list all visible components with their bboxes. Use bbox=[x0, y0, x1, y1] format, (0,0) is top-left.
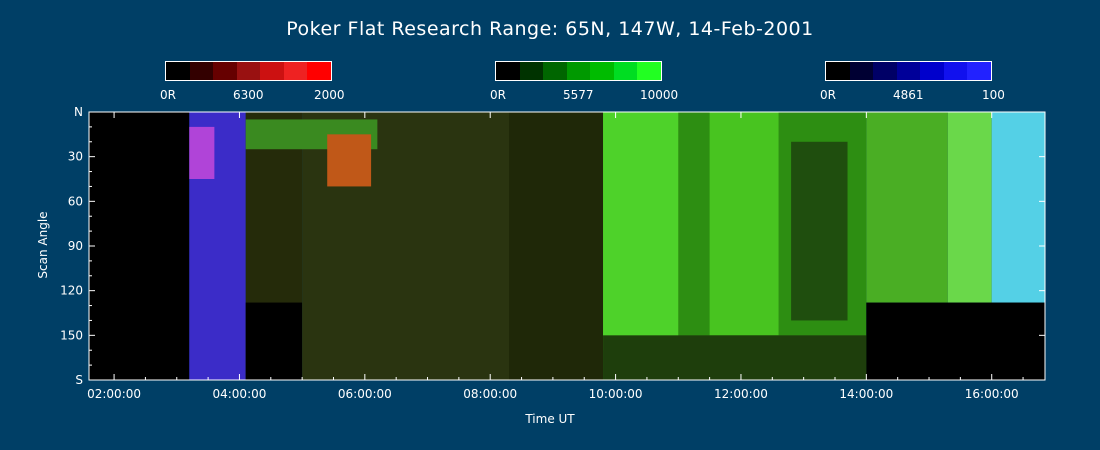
colorbar-4861-segment-0 bbox=[826, 62, 850, 80]
keogram-region-12 bbox=[791, 141, 848, 321]
y-tick-label-2: 60 bbox=[68, 194, 83, 208]
x-tick-label-1: 04:00:00 bbox=[212, 387, 266, 401]
keogram-region-4 bbox=[245, 302, 303, 380]
y-tick-label-4: 120 bbox=[60, 284, 83, 298]
keogram-region-0 bbox=[89, 112, 190, 380]
colorbar-4861-segment-5 bbox=[943, 62, 968, 80]
y-tick-label-1: 30 bbox=[68, 150, 83, 164]
colorbar-4861-segment-1 bbox=[849, 62, 874, 80]
x-tick-label-7: 16:00:00 bbox=[965, 387, 1019, 401]
colorbar-4861-segment-4 bbox=[920, 62, 944, 80]
x-tick-label-5: 12:00:00 bbox=[714, 387, 768, 401]
y-axis-label: Scan Angle bbox=[36, 211, 50, 279]
x-tick-label-6: 14:00:00 bbox=[839, 387, 893, 401]
x-tick-label-4: 10:00:00 bbox=[589, 387, 643, 401]
colorbar-5577-segment-3 bbox=[566, 62, 591, 80]
keogram-region-15 bbox=[947, 112, 992, 303]
colorbar-6300-segment-0 bbox=[166, 62, 190, 80]
keogram-region-2 bbox=[189, 126, 215, 179]
keogram-region-14 bbox=[866, 112, 948, 303]
x-tick-label-3: 08:00:00 bbox=[463, 387, 517, 401]
colorbar-4861-segment-2 bbox=[873, 62, 897, 80]
colorbar-5577-segment-0 bbox=[496, 62, 520, 80]
y-tick-label-0: N bbox=[74, 105, 83, 119]
colorbar-4861 bbox=[825, 61, 992, 81]
keogram-region-13 bbox=[603, 335, 867, 380]
colorbar-6300-segment-3 bbox=[236, 62, 261, 80]
colorbar-5577-segment-2 bbox=[543, 62, 567, 80]
colorbar-5577-segment-1 bbox=[519, 62, 544, 80]
keogram-region-7 bbox=[327, 134, 372, 187]
colorbar-5577-segment-5 bbox=[613, 62, 638, 80]
colorbar-5577-segment-6 bbox=[637, 62, 662, 80]
keogram-image bbox=[89, 112, 1045, 380]
colorbar-6300 bbox=[165, 61, 332, 81]
colorbar-6300-mid-label: 6300 bbox=[233, 88, 264, 102]
colorbar-6300-segment-1 bbox=[189, 62, 214, 80]
x-axis-label: Time UT bbox=[525, 412, 575, 426]
keogram-region-16 bbox=[991, 112, 1045, 303]
colorbar-6300-segment-4 bbox=[260, 62, 284, 80]
keogram-region-10 bbox=[603, 112, 679, 351]
colorbar-6300-segment-6 bbox=[307, 62, 332, 80]
colorbar-5577-segment-4 bbox=[590, 62, 614, 80]
colorbar-6300-max-label: 2000 bbox=[314, 88, 345, 102]
colorbar-5577 bbox=[495, 61, 662, 81]
chart-title: Poker Flat Research Range: 65N, 147W, 14… bbox=[286, 18, 814, 40]
colorbar-4861-min-label: 0R bbox=[820, 88, 836, 102]
colorbar-5577-mid-label: 5577 bbox=[563, 88, 594, 102]
keogram-region-8 bbox=[509, 112, 604, 380]
colorbar-5577-min-label: 0R bbox=[490, 88, 506, 102]
colorbar-6300-segment-5 bbox=[283, 62, 308, 80]
y-tick-label-6: S bbox=[75, 373, 83, 387]
colorbar-4861-mid-label: 4861 bbox=[893, 88, 924, 102]
colorbar-6300-min-label: 0R bbox=[160, 88, 176, 102]
keogram-region-17 bbox=[866, 302, 1045, 380]
colorbar-5577-max-label: 10000 bbox=[640, 88, 679, 102]
colorbar-4861-max-label: 100 bbox=[982, 88, 1005, 102]
x-tick-label-2: 06:00:00 bbox=[338, 387, 392, 401]
y-tick-label-5: 150 bbox=[60, 328, 83, 342]
keogram-region-11 bbox=[709, 112, 779, 336]
x-tick-label-0: 02:00:00 bbox=[87, 387, 141, 401]
colorbar-6300-segment-2 bbox=[213, 62, 237, 80]
colorbar-4861-segment-6 bbox=[967, 62, 992, 80]
colorbar-4861-segment-3 bbox=[896, 62, 921, 80]
y-tick-label-3: 90 bbox=[68, 239, 83, 253]
